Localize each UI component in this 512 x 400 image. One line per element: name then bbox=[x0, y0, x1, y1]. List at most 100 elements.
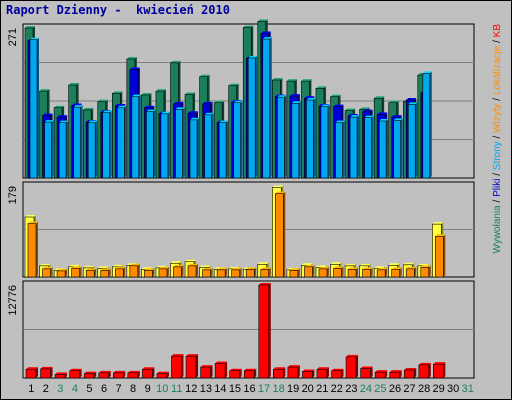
bar-top bbox=[433, 362, 446, 365]
bar-side bbox=[284, 95, 287, 178]
bar-top bbox=[214, 100, 225, 103]
legend-pliki: Pliki bbox=[492, 179, 503, 197]
bar-top bbox=[346, 354, 359, 357]
x-tick-label-6: 6 bbox=[101, 383, 107, 395]
bar-top bbox=[73, 105, 83, 108]
bar-side bbox=[226, 120, 229, 178]
x-tick-label-30: 30 bbox=[447, 383, 459, 395]
bar-top bbox=[359, 263, 371, 266]
bar-top bbox=[420, 265, 431, 268]
bar-top bbox=[291, 101, 301, 104]
bar-top bbox=[57, 268, 68, 271]
bar-side bbox=[196, 263, 199, 277]
x-tick-label-16: 16 bbox=[243, 383, 255, 395]
bar-top bbox=[258, 283, 271, 285]
bar-top bbox=[257, 262, 269, 265]
x-tick-label-1: 1 bbox=[28, 383, 34, 395]
bar-kb-day-undefined bbox=[54, 374, 66, 379]
bar-kb-day-undefined bbox=[171, 355, 182, 379]
bar-side bbox=[400, 118, 403, 178]
bar-top bbox=[129, 263, 140, 266]
legend-separator: / bbox=[492, 197, 503, 205]
x-tick-label-25: 25 bbox=[374, 383, 386, 395]
bar-side bbox=[152, 367, 155, 378]
bar-wizyty-day-undefined bbox=[202, 269, 211, 278]
bar-top bbox=[112, 91, 123, 94]
bar-top bbox=[260, 267, 271, 270]
bar-side bbox=[94, 268, 97, 277]
bar-top bbox=[173, 264, 184, 267]
bar-top bbox=[286, 79, 297, 82]
bar-top bbox=[127, 370, 140, 373]
bar-side bbox=[254, 368, 257, 378]
bar-top bbox=[229, 368, 242, 371]
bar-strony-day-12 bbox=[189, 119, 198, 179]
bar-top bbox=[243, 25, 254, 28]
bar-top bbox=[287, 365, 300, 368]
bar-side bbox=[443, 234, 446, 277]
bar-top bbox=[391, 267, 402, 270]
bar-top bbox=[389, 370, 402, 373]
bar-strony-day-3 bbox=[58, 122, 67, 179]
bar-top bbox=[68, 264, 80, 267]
legend-kb: KB bbox=[492, 24, 503, 38]
bar-top bbox=[388, 100, 399, 103]
bar-top bbox=[97, 266, 109, 269]
bar-strony-day-4 bbox=[73, 106, 81, 179]
bar-kb-day-undefined bbox=[316, 368, 328, 379]
bar-wizyty-day-undefined bbox=[391, 269, 401, 278]
bar-top bbox=[40, 366, 53, 369]
x-tick-label-4: 4 bbox=[72, 383, 78, 395]
bar-strony-day-20 bbox=[306, 99, 314, 179]
bar-strony-day-11 bbox=[175, 109, 183, 179]
bar-top bbox=[71, 103, 82, 106]
x-tick-label-20: 20 bbox=[302, 383, 314, 395]
bar-side bbox=[399, 267, 402, 277]
x-tick-label-8: 8 bbox=[130, 383, 136, 395]
bar-top bbox=[277, 95, 287, 98]
bar-top bbox=[233, 100, 243, 103]
bar-side bbox=[109, 110, 112, 178]
bar-wizyty-day-undefined bbox=[173, 266, 182, 278]
bar-strony-day-17 bbox=[262, 38, 271, 179]
bar-kb-day-undefined bbox=[389, 371, 401, 379]
x-tick-label-31: 31 bbox=[462, 383, 474, 395]
bar-wizyty-day-undefined bbox=[304, 266, 313, 278]
bar-side bbox=[137, 370, 140, 378]
bar-kb-day-undefined bbox=[374, 371, 386, 379]
bar-wizyty-day-undefined bbox=[362, 269, 371, 278]
x-tick-label-10: 10 bbox=[156, 383, 168, 395]
bar-top bbox=[374, 266, 386, 269]
bar-side bbox=[240, 100, 243, 178]
bar-side bbox=[283, 367, 286, 378]
bar-top bbox=[25, 215, 36, 218]
bar-side bbox=[254, 267, 257, 277]
legend-wywołania: Wywołania bbox=[492, 205, 503, 254]
bar-side bbox=[297, 268, 300, 277]
x-tick-label-7: 7 bbox=[116, 383, 122, 395]
bar-top bbox=[97, 99, 108, 102]
bar-top bbox=[190, 117, 200, 120]
y-max-label: 179 bbox=[7, 186, 19, 204]
bar-top bbox=[173, 101, 184, 104]
bar-top bbox=[364, 115, 374, 118]
bar-side bbox=[370, 366, 373, 378]
bar-top bbox=[304, 96, 315, 99]
bar-side bbox=[415, 102, 418, 178]
bar-side bbox=[182, 107, 185, 178]
bar-strony-day-28 bbox=[422, 73, 431, 179]
bar-wizyty-day-undefined bbox=[158, 268, 168, 278]
bar-top bbox=[88, 120, 98, 123]
x-tick-label-26: 26 bbox=[389, 383, 401, 395]
x-tick-label-18: 18 bbox=[272, 383, 284, 395]
bar-top bbox=[131, 94, 141, 97]
legend-separator: / bbox=[492, 133, 503, 141]
bar-top bbox=[315, 86, 326, 89]
bar-kb-day-undefined bbox=[360, 368, 371, 379]
bar-top bbox=[333, 104, 344, 107]
bar-top bbox=[289, 268, 300, 271]
bar-strony-day-5 bbox=[87, 122, 96, 179]
bar-strony-day-8 bbox=[131, 96, 140, 179]
bar-wizyty-day-undefined bbox=[85, 270, 95, 278]
bar-side bbox=[283, 191, 286, 277]
